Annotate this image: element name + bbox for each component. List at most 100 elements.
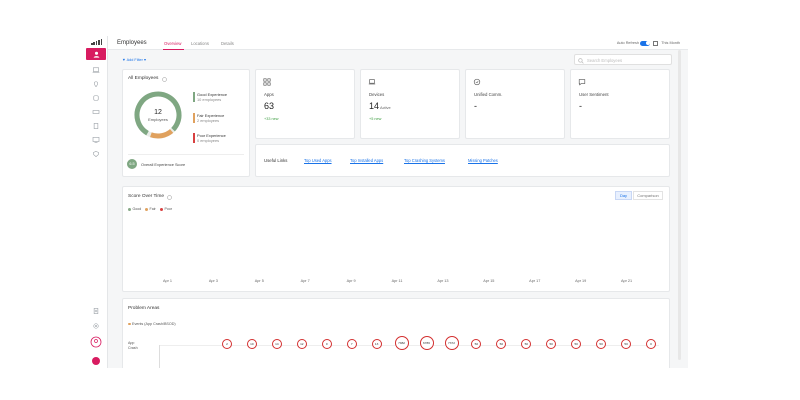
problem-axis-line: [159, 345, 160, 368]
problem-bubble[interactable]: 7: [346, 339, 357, 349]
day-toggle-button[interactable]: Day: [615, 191, 632, 200]
x-tick-label: Apr 15: [483, 279, 494, 283]
shield-nav-icon[interactable]: [92, 151, 100, 157]
problem-bubble[interactable]: 50: [546, 339, 557, 349]
problem-bubble[interactable]: 0: [321, 339, 332, 349]
problem-bubble[interactable]: 50: [521, 339, 532, 349]
comparison-toggle-button[interactable]: Comparison: [633, 191, 663, 200]
reports-nav-icon[interactable]: [92, 308, 100, 314]
tab-details[interactable]: Details: [221, 41, 234, 46]
legend-good-name: Good Experience: [197, 92, 228, 97]
legend-poor-count: 0 employees: [197, 138, 220, 143]
nav-employees[interactable]: [86, 48, 106, 60]
apps-kpi-label: Apps: [264, 92, 274, 97]
filter-icon: ▼: [122, 58, 126, 62]
add-filter-label: Add Filter: [126, 58, 143, 62]
sentiment-icon: [578, 79, 586, 86]
calendar-icon[interactable]: [653, 40, 658, 46]
event-dot: [128, 322, 131, 326]
problem-bubble[interactable]: 2: [222, 339, 232, 349]
problem-bubble[interactable]: 14: [271, 339, 282, 349]
legend-good: Good Experience 10 employees: [197, 92, 227, 102]
x-tick-label: Apr 17: [529, 279, 540, 283]
legend-fair-name: Fair Experience: [197, 113, 225, 118]
info-icon[interactable]: [162, 77, 167, 82]
info-icon[interactable]: [167, 195, 172, 200]
user-sentiment-kpi-card[interactable]: User Sentiment -: [570, 69, 670, 139]
problem-bubble[interactable]: 7372: [444, 336, 459, 350]
chat-icon: [473, 78, 481, 86]
apps-nav-icon[interactable]: [92, 95, 100, 101]
search-icon: [578, 57, 584, 64]
problem-bubble[interactable]: 0: [646, 339, 656, 349]
left-nav-rail: [84, 36, 108, 368]
user-profile-icon[interactable]: [90, 336, 102, 348]
x-tick-label: Apr 13: [437, 279, 448, 283]
legend-poor-bar: [193, 133, 195, 143]
tab-locations[interactable]: Locations: [191, 41, 209, 46]
legend-good-series-label: Good: [132, 207, 142, 211]
x-tick-label: Apr 11: [392, 279, 403, 283]
legend-fair-series-label: Fair: [149, 207, 156, 211]
problem-bubble[interactable]: 12: [296, 339, 307, 349]
apps-kpi-card[interactable]: Apps 63 +33 new: [255, 69, 355, 139]
legend-poor-name: Poor Experience: [197, 133, 226, 138]
problem-bubble[interactable]: 50: [571, 339, 582, 349]
problem-bubble[interactable]: 6786: [419, 336, 434, 350]
problem-bubble[interactable]: 50: [471, 339, 482, 349]
tab-overview[interactable]: Overview: [164, 41, 182, 46]
page-title: Employees: [117, 40, 147, 46]
useful-links-title: Useful Links: [264, 158, 288, 163]
laptop-icon: [368, 79, 376, 85]
apps-kpi-value: 63: [264, 101, 275, 111]
link-top-used-apps[interactable]: Top Used Apps: [304, 158, 332, 163]
legend-fair-bar: [193, 113, 195, 123]
auto-refresh-toggle[interactable]: [640, 40, 650, 46]
notification-badge[interactable]: [92, 357, 100, 365]
search-input[interactable]: Search Employees: [574, 54, 672, 65]
x-tick-label: Apr 21: [621, 279, 632, 283]
scrollbar[interactable]: [678, 50, 681, 360]
user-sentiment-kpi-value: -: [579, 101, 582, 111]
active-tab-indicator: [163, 48, 184, 50]
problem-bubble[interactable]: 50: [596, 339, 607, 349]
legend-poor: Poor Experience 0 employees: [197, 133, 226, 143]
unified-comm-kpi-card[interactable]: Unified Comm. -: [465, 69, 565, 139]
building-nav-icon[interactable]: [92, 123, 100, 129]
location-nav-icon[interactable]: [92, 81, 100, 87]
apps-kpi-delta: +33 new: [264, 117, 279, 121]
link-top-crashing-systems[interactable]: Top Crashing Systems: [404, 158, 445, 163]
experience-donut-chart: [134, 91, 182, 139]
time-range-select[interactable]: This Month: [661, 41, 680, 45]
link-top-installed-apps[interactable]: Top Installed Apps: [350, 158, 384, 163]
legend-good-bar: [193, 92, 195, 102]
devices-kpi-unit: Active: [380, 105, 391, 110]
divider: [128, 154, 244, 155]
event-legend-label: Events (App Crash/BSOD): [132, 322, 176, 326]
problem-bubble[interactable]: 7982: [394, 336, 409, 350]
user-sentiment-kpi-label: User Sentiment: [579, 92, 609, 97]
problem-bubble[interactable]: 50: [496, 339, 507, 349]
unified-comm-kpi-value: -: [474, 101, 477, 111]
monitor-nav-icon[interactable]: [92, 137, 100, 143]
legend-good-series: Good: [128, 207, 141, 211]
link-missing-patches[interactable]: Missing Patches: [468, 158, 498, 163]
page-header: Employees Overview Locations Details Aut…: [108, 36, 688, 50]
problem-areas-title: Problem Areas: [128, 306, 160, 311]
add-filter-button[interactable]: ▼ Add Filter ▾: [122, 57, 146, 62]
problem-bubble[interactable]: 10: [246, 339, 257, 349]
app-crash-row-label: App Crash: [128, 341, 138, 350]
settings-gear-icon[interactable]: [92, 323, 100, 329]
problem-bubble[interactable]: 13: [371, 339, 382, 349]
app-window: Employees Overview Locations Details Aut…: [84, 36, 688, 368]
problem-areas-event-legend: Events (App Crash/BSOD): [128, 322, 176, 326]
auto-refresh-label: Auto Refresh: [616, 41, 639, 45]
network-nav-icon[interactable]: [92, 109, 100, 115]
problem-bubble[interactable]: 50: [621, 339, 632, 349]
chevron-down-icon: ▾: [143, 58, 146, 62]
legend-poor-series: Poor: [160, 207, 172, 211]
laptop-nav-icon[interactable]: [92, 67, 100, 73]
devices-kpi-card[interactable]: Devices 14Active +5 new: [360, 69, 460, 139]
legend-poor-series-label: Poor: [164, 207, 173, 211]
problem-areas-card: Problem Areas Events (App Crash/BSOD) Ap…: [122, 298, 670, 368]
